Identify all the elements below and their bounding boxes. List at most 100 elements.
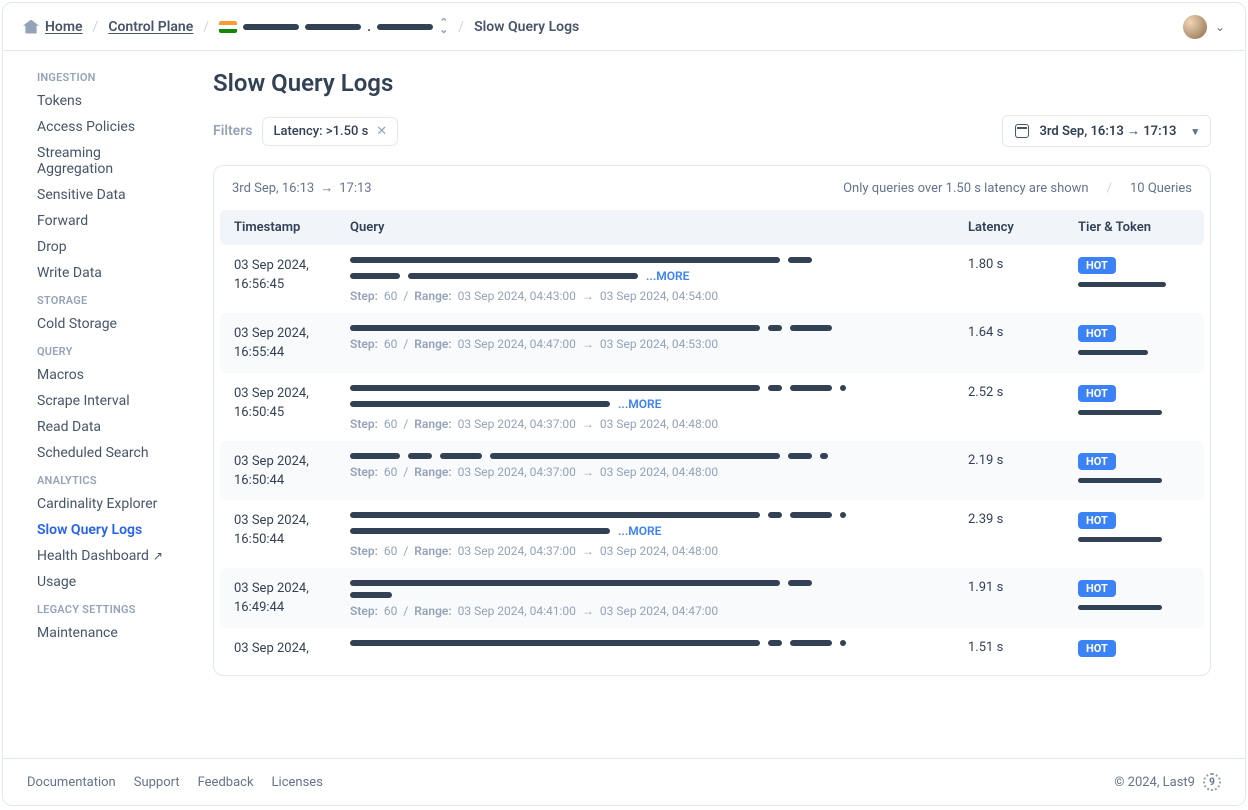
selector-updown-icon: ⌃⌄	[439, 20, 448, 33]
cell-latency: 2.52 s	[968, 385, 1078, 431]
redacted-query-text	[440, 453, 482, 459]
sidebar-item-forward[interactable]: Forward	[3, 208, 199, 234]
breadcrumb-home[interactable]: Home	[23, 19, 83, 35]
redacted-query-text	[790, 640, 832, 646]
cell-query: ...MOREStep: 60 / Range: 03 Sep 2024, 04…	[350, 385, 968, 431]
th-timestamp: Timestamp	[234, 220, 350, 235]
breadcrumb-separator: /	[203, 19, 209, 35]
chevron-down-icon: ▾	[1192, 125, 1198, 138]
breadcrumb-home-label: Home	[45, 19, 83, 35]
redacted-query-text	[350, 453, 400, 459]
home-icon	[23, 20, 39, 34]
redacted-query-text	[788, 453, 812, 459]
redacted-token	[1078, 410, 1162, 415]
cell-timestamp: 03 Sep 2024,16:50:44	[234, 453, 350, 491]
user-menu-chevron-icon[interactable]: ⌄	[1215, 20, 1225, 34]
table-row[interactable]: 03 Sep 2024,16:56:45...MOREStep: 60 / Ra…	[220, 245, 1204, 313]
sidebar-item-cold-storage[interactable]: Cold Storage	[3, 311, 199, 337]
footer-link-feedback[interactable]: Feedback	[198, 775, 254, 790]
card-range-from: 3rd Sep, 16:13	[232, 181, 314, 196]
redacted-query-text	[768, 512, 782, 518]
th-query: Query	[350, 220, 968, 235]
close-icon[interactable]: ✕	[376, 124, 387, 139]
card-header: 3rd Sep, 16:13 → 17:13 Only queries over…	[214, 166, 1210, 210]
table-row[interactable]: 03 Sep 2024,16:49:44Step: 60 / Range: 03…	[220, 568, 1204, 628]
cell-tier: HOT	[1078, 257, 1190, 303]
sidebar-item-scrape-interval[interactable]: Scrape Interval	[3, 388, 199, 414]
sidebar-item-usage[interactable]: Usage	[3, 569, 199, 595]
redacted-token	[1078, 282, 1166, 287]
redacted-query-text	[768, 325, 782, 331]
sidebar-item-scheduled-search[interactable]: Scheduled Search	[3, 440, 199, 466]
cell-tier: HOT	[1078, 385, 1190, 431]
sidebar-item-streaming-agg[interactable]: Streaming Aggregation	[3, 140, 199, 182]
cell-query	[350, 640, 968, 665]
expand-more-button[interactable]: ...MORE	[646, 269, 689, 283]
breadcrumb-cluster-selector[interactable]: . ⌃⌄	[219, 19, 448, 35]
tier-badge: HOT	[1078, 640, 1116, 657]
table-row[interactable]: 03 Sep 2024,16:50:44...MOREStep: 60 / Ra…	[220, 500, 1204, 568]
redacted-query-text	[350, 325, 760, 331]
avatar[interactable]	[1183, 15, 1207, 39]
redacted-token	[1078, 537, 1162, 542]
footer-link-documentation[interactable]: Documentation	[27, 775, 116, 790]
redacted-query-text	[350, 257, 780, 263]
sidebar-item-health-dashboard[interactable]: Health Dashboard↗	[3, 543, 199, 569]
cell-tier: HOT	[1078, 512, 1190, 558]
copyright: © 2024, Last9	[1114, 775, 1195, 790]
table-row[interactable]: 03 Sep 2024,16:50:44Step: 60 / Range: 03…	[220, 441, 1204, 501]
sidebar-item-read-data[interactable]: Read Data	[3, 414, 199, 440]
cell-timestamp: 03 Sep 2024,16:50:45	[234, 385, 350, 431]
cell-query: Step: 60 / Range: 03 Sep 2024, 04:37:00 …	[350, 453, 968, 491]
redacted-query-text	[790, 325, 832, 331]
breadcrumb-control-plane[interactable]: Control Plane	[108, 19, 193, 35]
cell-query: Step: 60 / Range: 03 Sep 2024, 04:41:00 …	[350, 580, 968, 618]
sidebar-item-slow-query-logs[interactable]: Slow Query Logs	[3, 517, 199, 543]
redacted-query-text	[350, 640, 760, 646]
filters-label: Filters	[213, 123, 252, 139]
card-range-to: 17:13	[339, 181, 371, 196]
separator: /	[1107, 181, 1112, 196]
redacted-token	[1078, 605, 1162, 610]
footer-right: © 2024, Last9 9	[1114, 773, 1221, 791]
last9-logo-icon: 9	[1203, 773, 1221, 791]
time-range-text: 3rd Sep, 16:13 → 17:13	[1039, 123, 1176, 139]
footer-link-licenses[interactable]: Licenses	[272, 775, 323, 790]
filters-row: Filters Latency: >1.50 s ✕	[213, 117, 398, 146]
table-row[interactable]: 03 Sep 2024,1.51 sHOT	[220, 628, 1204, 675]
topbar: Home / Control Plane / . ⌃⌄ / Slow Query…	[3, 3, 1245, 51]
breadcrumb-separator: /	[93, 19, 99, 35]
page-title: Slow Query Logs	[213, 69, 1211, 97]
sidebar-item-cardinality[interactable]: Cardinality Explorer	[3, 491, 199, 517]
sidebar-item-drop[interactable]: Drop	[3, 234, 199, 260]
expand-more-button[interactable]: ...MORE	[618, 524, 661, 538]
redacted-query-text	[350, 273, 400, 279]
redacted-query-text	[350, 592, 392, 598]
table-row[interactable]: 03 Sep 2024,16:55:44Step: 60 / Range: 03…	[220, 313, 1204, 373]
redacted-query-text	[408, 273, 638, 279]
cell-query: ...MOREStep: 60 / Range: 03 Sep 2024, 04…	[350, 512, 968, 558]
sidebar-item-macros[interactable]: Macros	[3, 362, 199, 388]
sidebar-item-write-data[interactable]: Write Data	[3, 260, 199, 286]
expand-more-button[interactable]: ...MORE	[618, 397, 661, 411]
sidebar-item-maintenance[interactable]: Maintenance	[3, 620, 199, 646]
redacted-query-text	[350, 528, 610, 534]
calendar-icon	[1015, 124, 1029, 138]
sidebar-item-access-policies[interactable]: Access Policies	[3, 114, 199, 140]
query-meta: Step: 60 / Range: 03 Sep 2024, 04:41:00 …	[350, 604, 952, 618]
cell-tier: HOT	[1078, 580, 1190, 618]
footer-link-support[interactable]: Support	[134, 775, 180, 790]
tier-badge: HOT	[1078, 385, 1116, 402]
filter-chip-text: Latency: >1.50 s	[273, 124, 368, 139]
cell-timestamp: 03 Sep 2024,	[234, 640, 350, 665]
redacted-query-text	[490, 453, 780, 459]
table-row[interactable]: 03 Sep 2024,16:50:45...MOREStep: 60 / Ra…	[220, 373, 1204, 441]
time-range-button[interactable]: 3rd Sep, 16:13 → 17:13 ▾	[1002, 115, 1211, 147]
redacted-text	[305, 24, 361, 30]
redacted-token	[1078, 350, 1148, 355]
sidebar-item-sensitive-data[interactable]: Sensitive Data	[3, 182, 199, 208]
footer-links: Documentation Support Feedback Licenses	[27, 775, 323, 790]
redacted-query-text	[790, 512, 832, 518]
filter-chip-latency[interactable]: Latency: >1.50 s ✕	[262, 117, 398, 146]
sidebar-item-tokens[interactable]: Tokens	[3, 88, 199, 114]
